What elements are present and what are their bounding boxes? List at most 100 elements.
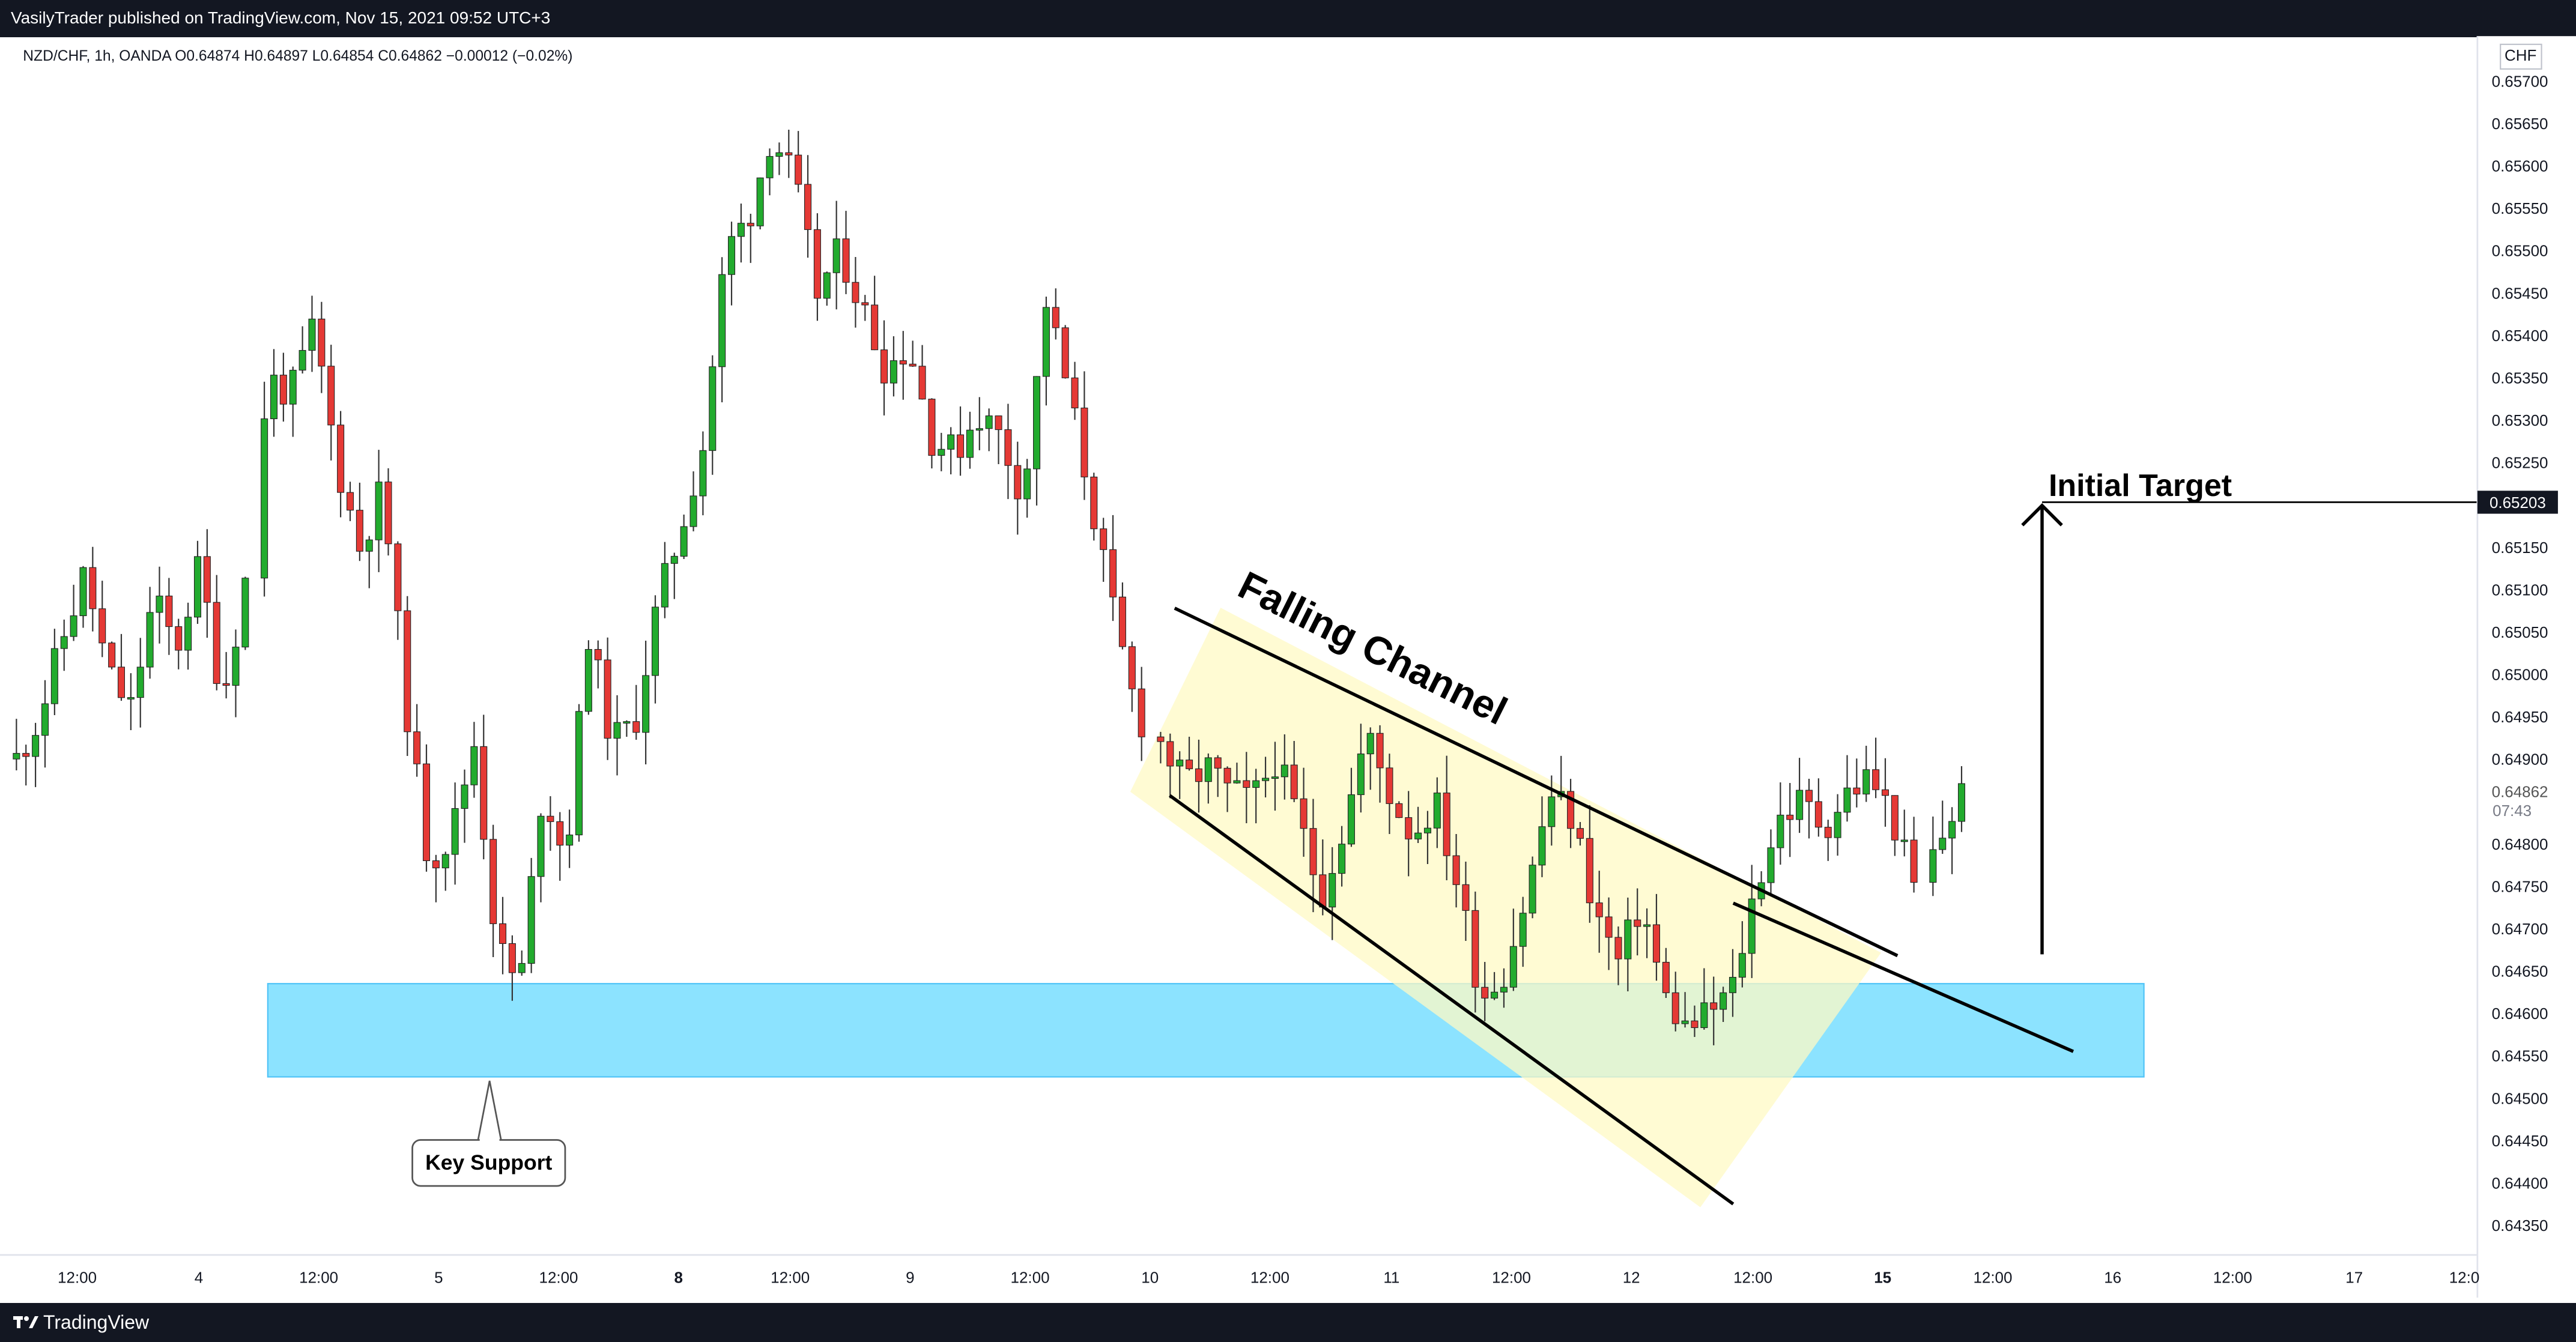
candle[interactable] — [1662, 961, 1670, 993]
candle[interactable] — [689, 495, 697, 527]
candle[interactable] — [775, 152, 783, 157]
candle[interactable] — [175, 626, 183, 651]
candle[interactable] — [766, 156, 774, 178]
candle[interactable] — [842, 238, 850, 283]
candle[interactable] — [670, 555, 678, 564]
candle[interactable] — [1853, 787, 1861, 795]
candle[interactable] — [718, 274, 726, 367]
candle[interactable] — [308, 318, 316, 351]
candle[interactable] — [785, 152, 793, 156]
candle[interactable] — [756, 177, 764, 226]
candle[interactable] — [909, 363, 917, 367]
candle[interactable] — [1720, 992, 1727, 1010]
candle[interactable] — [1777, 814, 1784, 848]
candle[interactable] — [1900, 839, 1908, 842]
candle[interactable] — [1071, 377, 1079, 408]
candle[interactable] — [1309, 828, 1317, 875]
candle[interactable] — [1329, 873, 1336, 908]
candle[interactable] — [747, 223, 754, 226]
candle[interactable] — [156, 596, 163, 613]
candle[interactable] — [918, 366, 926, 400]
candle[interactable] — [1814, 801, 1822, 828]
candle[interactable] — [1796, 790, 1804, 820]
candle[interactable] — [1910, 839, 1918, 883]
candle[interactable] — [337, 425, 345, 493]
candle[interactable] — [1824, 827, 1832, 838]
candle[interactable] — [604, 659, 611, 739]
candle[interactable] — [1634, 919, 1641, 927]
candle[interactable] — [1652, 924, 1660, 963]
candle[interactable] — [318, 318, 326, 367]
candle[interactable] — [289, 369, 297, 405]
candle[interactable] — [1491, 991, 1499, 999]
channel-top-line[interactable] — [1174, 606, 1899, 958]
candle[interactable] — [1529, 865, 1536, 914]
candle[interactable] — [193, 556, 202, 618]
candle[interactable] — [832, 238, 840, 273]
candle[interactable] — [1262, 778, 1270, 781]
candle[interactable] — [995, 415, 1002, 431]
candle[interactable] — [1023, 468, 1031, 500]
candle[interactable] — [1204, 757, 1212, 782]
candle[interactable] — [1957, 783, 1966, 822]
candle[interactable] — [632, 721, 640, 733]
candle[interactable] — [213, 602, 220, 684]
candle[interactable] — [1729, 977, 1736, 993]
candle[interactable] — [1443, 793, 1450, 856]
candle[interactable] — [1280, 764, 1288, 778]
candle[interactable] — [432, 860, 440, 869]
candle[interactable] — [1700, 1002, 1708, 1029]
candle[interactable] — [89, 567, 97, 609]
candle[interactable] — [957, 434, 965, 458]
candle[interactable] — [1605, 916, 1613, 938]
candle[interactable] — [279, 375, 287, 405]
candle[interactable] — [804, 184, 812, 230]
candle[interactable] — [1805, 790, 1813, 802]
candle[interactable] — [1423, 827, 1431, 833]
currency-box[interactable] — [2500, 43, 2542, 70]
candle[interactable] — [50, 648, 58, 704]
candle[interactable] — [861, 302, 869, 306]
candle[interactable] — [1433, 793, 1441, 829]
candle[interactable] — [1595, 902, 1603, 917]
candle[interactable] — [1624, 919, 1632, 960]
candle[interactable] — [79, 567, 87, 617]
falling-channel-area[interactable] — [1130, 608, 1881, 1207]
channel-bottom-line[interactable] — [1168, 794, 1735, 1206]
candle[interactable] — [261, 418, 268, 579]
candle[interactable] — [117, 666, 126, 698]
candle[interactable] — [737, 223, 745, 237]
candle[interactable] — [1109, 549, 1117, 597]
candle[interactable] — [499, 923, 507, 944]
candle[interactable] — [795, 154, 802, 185]
candle[interactable] — [441, 854, 449, 869]
candle[interactable] — [1872, 769, 1880, 790]
candle[interactable] — [871, 304, 879, 351]
candle[interactable] — [823, 272, 831, 299]
candle[interactable] — [165, 596, 173, 627]
candle[interactable] — [527, 876, 535, 964]
candle[interactable] — [1157, 736, 1165, 742]
candle[interactable] — [889, 360, 897, 384]
candle[interactable] — [1319, 874, 1327, 908]
candle[interactable] — [1891, 795, 1899, 841]
candle[interactable] — [203, 556, 211, 603]
candle[interactable] — [346, 492, 354, 511]
candle[interactable] — [1214, 757, 1222, 769]
candle[interactable] — [613, 722, 621, 739]
candle[interactable] — [1376, 733, 1384, 769]
candle[interactable] — [1357, 754, 1365, 796]
candle[interactable] — [1643, 924, 1651, 927]
candle[interactable] — [241, 578, 249, 648]
candle[interactable] — [1471, 910, 1479, 988]
candle[interactable] — [709, 366, 717, 451]
candle[interactable] — [1710, 1002, 1718, 1010]
candle[interactable] — [1500, 987, 1508, 993]
candle[interactable] — [928, 399, 936, 456]
candle[interactable] — [1414, 832, 1422, 839]
candle[interactable] — [384, 482, 392, 545]
candle[interactable] — [1939, 838, 1947, 850]
candle[interactable] — [60, 636, 68, 649]
candle[interactable] — [1347, 794, 1355, 845]
candle[interactable] — [422, 763, 431, 862]
